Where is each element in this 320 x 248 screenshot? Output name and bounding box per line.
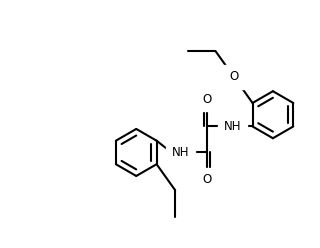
Text: O: O	[202, 93, 212, 106]
Text: NH: NH	[224, 120, 242, 133]
Text: NH: NH	[172, 146, 189, 159]
Text: O: O	[229, 70, 239, 84]
Text: O: O	[202, 173, 212, 186]
